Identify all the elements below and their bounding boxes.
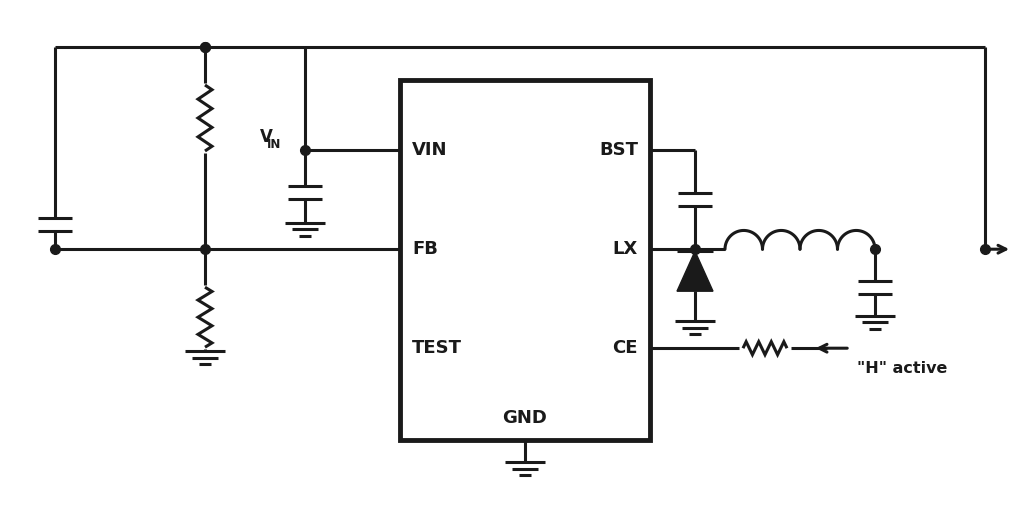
Text: GND: GND [503, 409, 548, 427]
Polygon shape [677, 251, 713, 291]
Text: VIN: VIN [412, 141, 447, 159]
Text: LX: LX [612, 240, 638, 258]
Text: BST: BST [599, 141, 638, 159]
Text: V: V [260, 128, 273, 146]
Text: TEST: TEST [412, 339, 462, 357]
Bar [400, 80, 650, 440]
Text: IN: IN [266, 138, 281, 151]
Text: CE: CE [612, 339, 638, 357]
Text: FB: FB [412, 240, 438, 258]
Text: "H" active: "H" active [857, 360, 947, 376]
